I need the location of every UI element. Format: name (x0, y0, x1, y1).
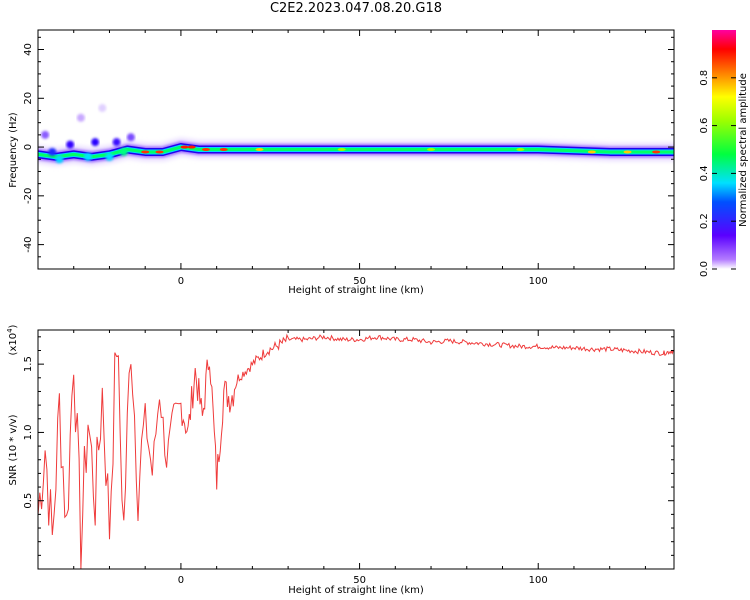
colorbar: 0.0 0.2 0.4 0.6 0.8 Normalized spectral ampl… (699, 30, 749, 277)
noise-blob (105, 152, 114, 161)
svg-text:(x104): (x104) (6, 324, 19, 355)
colorbar-tick-label: 0.4 (699, 165, 710, 181)
ridge-hotspot (180, 145, 189, 149)
snr-ylabel: SNR (10 * v/v) (8, 414, 19, 485)
snr-ytick-label: 1.5 (23, 356, 34, 372)
noise-blob (84, 152, 93, 161)
spectrogram-ytick-label: 40 (23, 43, 34, 56)
ridge-hotspot (201, 148, 210, 151)
noise-blob (112, 138, 121, 147)
colorbar-tick-label: 0.0 (699, 261, 710, 277)
spectrogram-ytick-label: -20 (23, 188, 34, 204)
noise-blob (66, 140, 75, 149)
spectral-ridge (38, 104, 674, 166)
spectrogram-xtick-label: 100 (529, 276, 548, 287)
ridge-hotspot (427, 148, 436, 151)
ridge-hotspot (155, 150, 164, 154)
snr-scale-prefix: (x10 (8, 333, 19, 356)
colorbar-tick-label: 0.6 (699, 118, 710, 134)
ridge-hotspot (652, 150, 661, 154)
noise-blob (98, 104, 107, 113)
snr-ticks: 0 50 100 0.5 1.0 1.5 (23, 330, 674, 586)
spectrogram-ytick-label: 0 (23, 144, 34, 150)
ridge-hotspot (141, 150, 150, 154)
spectrogram-xtick-label: 0 (178, 276, 184, 287)
spectrogram-ytick-label: -40 (23, 236, 34, 252)
noise-blob (48, 147, 57, 156)
ridge-hotspot (219, 148, 228, 151)
spectrogram-xlabel: Height of straight line (km) (288, 285, 424, 296)
snr-xtick-label: 0 (178, 575, 184, 586)
snr-series-line (38, 333, 674, 569)
colorbar-gradient (712, 30, 736, 269)
snr-scale-note: (x104) (6, 324, 19, 355)
spectrogram-ticks: 0 50 100 -40 -20 0 20 40 (23, 30, 674, 287)
snr-panel: 0 50 100 0.5 1.0 1.5 Height of straight line … (6, 324, 675, 596)
ridge-hotspot (516, 148, 525, 151)
chart-title: C2E2.2023.047.08.20.G18 (269, 1, 443, 16)
spectrogram-frame (37, 29, 675, 270)
spectrogram-panel: 0 50 100 -40 -20 0 20 40 Height of straight lin… (8, 29, 675, 296)
ridge-hotspot (623, 150, 632, 154)
noise-blob (41, 130, 50, 139)
snr-xtick-label: 50 (353, 575, 366, 586)
colorbar-label: Normalized spectral amplitude (738, 73, 749, 227)
noise-blob (55, 155, 64, 164)
snr-xlabel: Height of straight line (km) (288, 585, 424, 596)
noise-blob (76, 113, 85, 122)
noise-blob (91, 138, 100, 147)
snr-xtick-label: 100 (529, 575, 548, 586)
colorbar-tick-label: 0.2 (699, 213, 710, 229)
spectrogram-xtick-label: 50 (353, 276, 366, 287)
ridge-hotspot (587, 150, 596, 154)
snr-frame (37, 329, 675, 570)
ridge-hotspot (337, 148, 346, 151)
ridge-hotspot (187, 145, 196, 149)
spectrogram-ytick-label: 20 (23, 92, 34, 105)
ridge-hotspot (255, 148, 264, 151)
colorbar-ticks: 0.0 0.2 0.4 0.6 0.8 (699, 70, 736, 277)
noise-blob (126, 133, 135, 142)
snr-ytick-label: 1.0 (23, 424, 34, 440)
colorbar-tick-label: 0.8 (699, 70, 710, 86)
snr-ytick-label: 0.5 (23, 493, 34, 509)
snr-scale-exponent: 4 (6, 328, 14, 333)
spectrogram-ylabel: Frequency (Hz) (8, 112, 19, 188)
noise-blob (119, 147, 128, 156)
